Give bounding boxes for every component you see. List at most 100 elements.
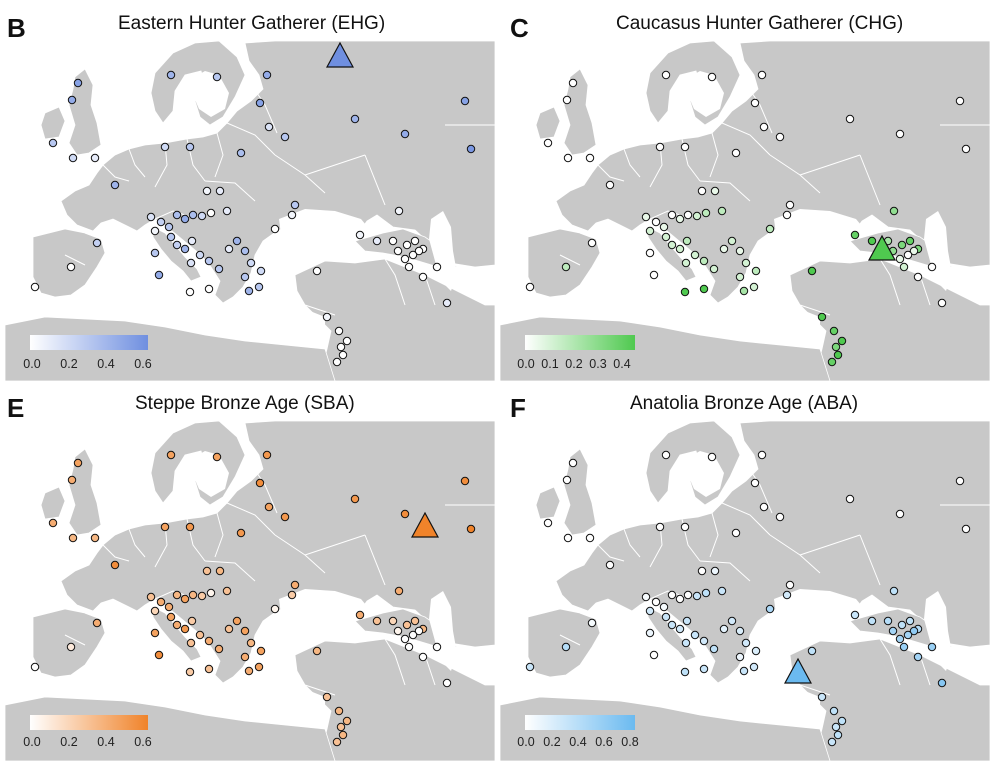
sample-site-marker [215, 566, 225, 576]
sample-site-marker [649, 270, 659, 280]
land-mass [500, 316, 831, 382]
land-mass [5, 316, 336, 382]
country-border [244, 454, 278, 514]
sample-site-marker [680, 287, 690, 297]
land-mass [68, 448, 102, 536]
sample-site-marker [667, 590, 677, 600]
country-border [709, 132, 719, 178]
country-border [597, 164, 625, 182]
sample-site-marker [681, 638, 691, 648]
sample-site-marker [927, 262, 937, 272]
panel-sba: E Steppe Bronze Age (SBA) 0.0 0.2 0.4 0.… [5, 385, 500, 765]
sample-site-marker [905, 616, 915, 626]
source-ABA-triangle [783, 657, 813, 684]
sample-site-marker [410, 616, 420, 626]
sample-site-marker [765, 604, 775, 614]
country-border [699, 180, 751, 202]
country-border [721, 502, 771, 536]
sample-site-marker [831, 342, 841, 352]
sample-site-marker [92, 618, 102, 628]
sample-site-marker [186, 638, 196, 648]
sample-site-marker [372, 236, 382, 246]
sea-body [774, 589, 866, 631]
sample-site-marker [807, 646, 817, 656]
sample-site-marker [889, 206, 899, 216]
sample-site-marker [903, 630, 913, 640]
sample-site-marker [719, 244, 729, 254]
legend-tick: 0.4 [97, 357, 115, 371]
sea-body [191, 451, 229, 497]
country-border [623, 148, 641, 178]
legend-tick: 0.4 [97, 735, 115, 749]
sample-site-marker [262, 450, 272, 460]
map-aba [500, 420, 991, 762]
sample-site-marker [432, 262, 442, 272]
panel-ehg: B Eastern Hunter Gatherer (EHG) 0.0 0.2 … [5, 5, 500, 385]
sample-site-marker [388, 236, 398, 246]
legend-ticks: 0.0 0.2 0.4 0.6 [5, 357, 500, 373]
land-mass [535, 486, 561, 520]
sample-site-marker [30, 282, 40, 292]
sample-site-marker [68, 153, 78, 163]
legend-ticks: 0.0 0.2 0.4 0.6 [5, 735, 500, 751]
panel-chg: C Caucasus Hunter Gatherer (CHG) 0.0 0.1… [500, 5, 995, 385]
sample-site-marker [759, 122, 769, 132]
sample-site-marker [937, 678, 947, 688]
sample-site-marker [961, 144, 971, 154]
sample-site-marker [961, 524, 971, 534]
land-mass [527, 608, 601, 678]
country-border [64, 634, 86, 646]
sample-site-marker [561, 262, 571, 272]
sample-site-marker [264, 122, 274, 132]
sample-site-marker [224, 244, 234, 254]
sample-site-marker [785, 580, 795, 590]
sample-site-marker [355, 230, 365, 240]
country-border [579, 612, 597, 620]
sample-site-marker [833, 350, 843, 360]
sample-site-marker [404, 642, 414, 652]
sample-site-marker [408, 250, 418, 260]
sample-site-marker [388, 616, 398, 626]
sample-site-marker [254, 662, 264, 672]
sample-site-marker [185, 287, 195, 297]
sample-site-marker [707, 452, 717, 462]
sample-site-marker [164, 602, 174, 612]
sample-site-marker [895, 129, 905, 139]
sample-site-marker [414, 626, 424, 636]
country-border [699, 560, 751, 582]
sample-site-marker [322, 312, 332, 322]
sample-site-marker [735, 272, 745, 282]
sample-site-marker [749, 282, 759, 292]
sample-site-marker [394, 206, 404, 216]
country-border [128, 528, 146, 558]
country-border [304, 154, 366, 176]
sample-site-marker [400, 254, 410, 264]
sample-site-marker [651, 217, 661, 227]
country-border [919, 274, 931, 306]
sample-site-marker [255, 98, 265, 108]
country-border [102, 544, 130, 562]
sample-site-marker [889, 586, 899, 596]
panel-letter: C [510, 13, 529, 43]
sample-site-marker [342, 716, 352, 726]
sample-site-marker [837, 716, 847, 726]
country-border [294, 224, 306, 242]
sample-site-marker [749, 662, 759, 672]
sample-site-marker [408, 630, 418, 640]
sea-body [924, 211, 952, 291]
country-border [424, 274, 436, 306]
sample-site-marker [287, 590, 297, 600]
sample-site-marker [675, 594, 685, 604]
sample-site-marker [66, 642, 76, 652]
sample-site-marker [775, 512, 785, 522]
sample-site-marker [750, 98, 760, 108]
sample-site-marker [568, 458, 578, 468]
land-mass [40, 106, 66, 140]
panel-aba: F Anatolia Bronze Age (ABA) 0.0 0.2 0.4 … [500, 385, 995, 765]
sample-site-marker [645, 628, 655, 638]
sample-site-marker [765, 224, 775, 234]
sample-site-marker [585, 533, 595, 543]
country-border [204, 180, 256, 202]
sample-site-marker [336, 342, 346, 352]
sample-site-marker [338, 730, 348, 740]
